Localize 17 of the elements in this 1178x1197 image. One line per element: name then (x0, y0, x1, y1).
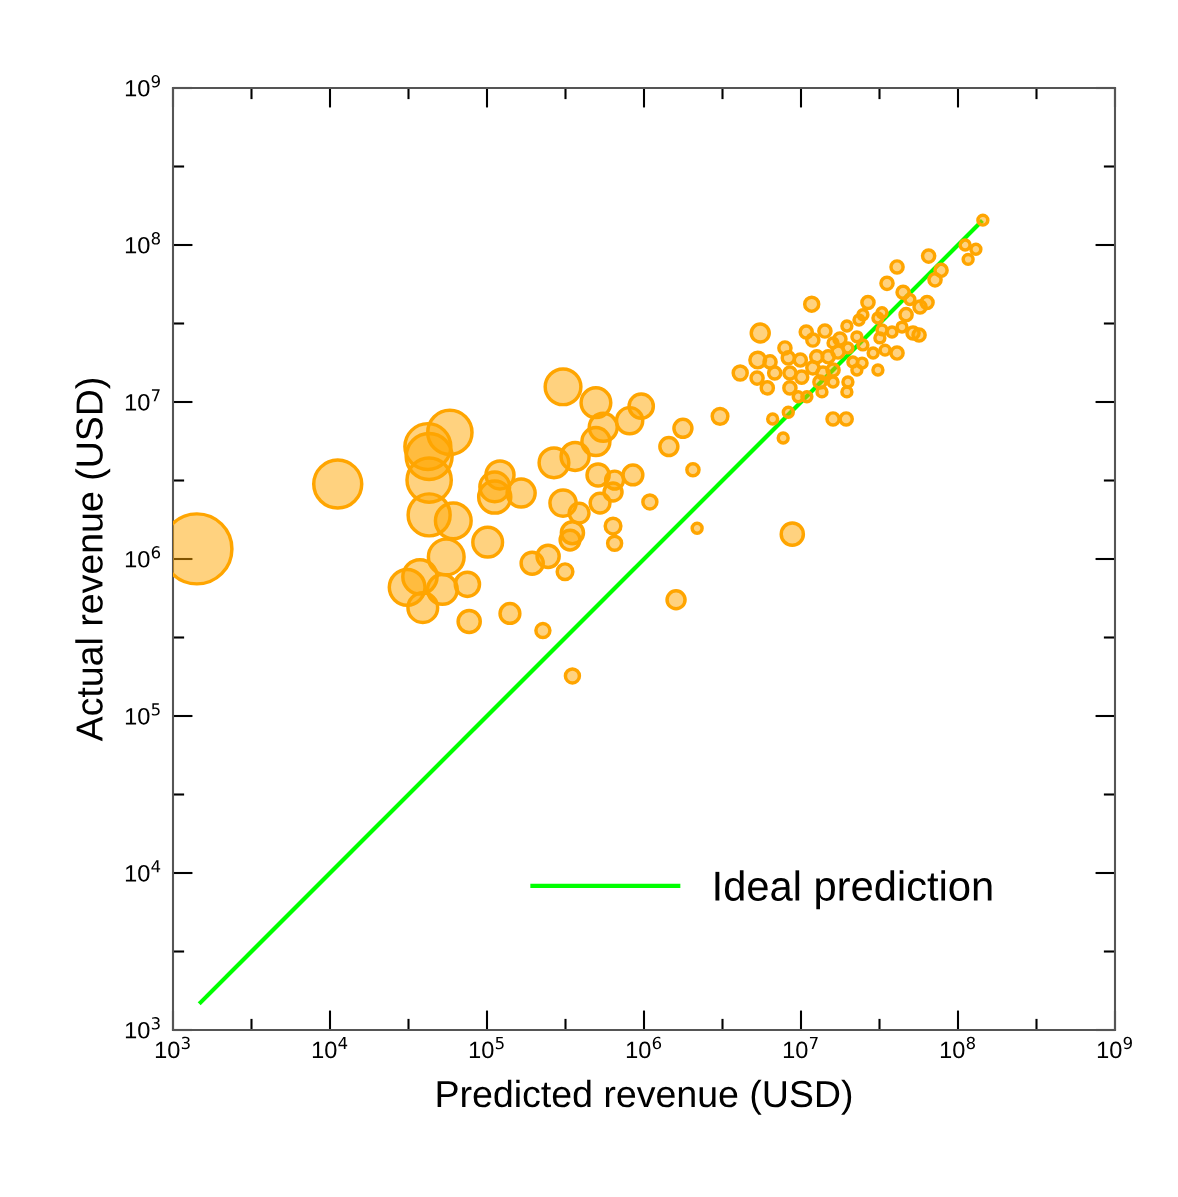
y-tick-label: 10$^{3}$ (125, 1017, 160, 1039)
x-tick-label: 10$^{5}$ (469, 1036, 504, 1059)
x-tick-label: 10$^{4}$ (312, 1036, 348, 1059)
y-tick-label: 10$^{4}$ (125, 860, 161, 882)
y-tick-label: 10$^{9}$ (125, 75, 160, 97)
legend-label: Ideal prediction (715, 870, 992, 910)
y-tick-label: 10$^{5}$ (125, 703, 160, 725)
y-tick-label: 10$^{7}$ (125, 389, 160, 411)
y-tick-label: 10$^{8}$ (125, 232, 160, 254)
y-axis-title: Actual revenue (USD) (75, 378, 111, 742)
x-axis-title: Predicted revenue (USD) (437, 1079, 852, 1115)
x-tick-label: 10$^{3}$ (155, 1036, 190, 1059)
y-tick-label: 10$^{6}$ (125, 546, 161, 568)
x-tick-label: 10$^{9}$ (1097, 1036, 1132, 1059)
x-tick-label: 10$^{7}$ (783, 1036, 818, 1059)
x-tick-label: 10$^{6}$ (626, 1036, 662, 1059)
x-tick-label: 10$^{8}$ (940, 1036, 975, 1059)
